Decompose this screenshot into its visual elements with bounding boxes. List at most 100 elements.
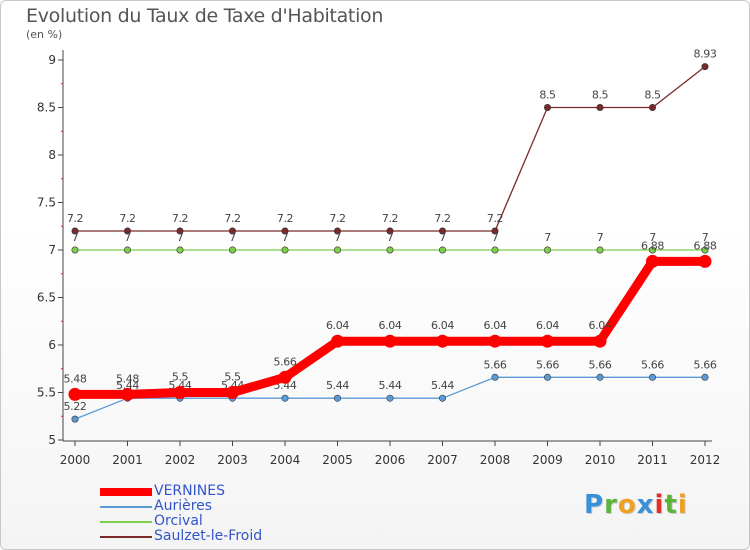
- data-point-auri-res: [543, 373, 551, 381]
- data-label-vernines: 5.48: [64, 372, 87, 385]
- logo-letter: x: [636, 490, 655, 520]
- data-point-orcival: [438, 246, 446, 254]
- data-label-auri-res: 5.66: [641, 358, 664, 371]
- data-point-saulzet-le-froid: [124, 227, 132, 235]
- data-point-saulzet-le-froid: [176, 227, 184, 235]
- data-label-auri-res: 5.44: [116, 379, 139, 392]
- data-point-auri-res: [491, 373, 499, 381]
- data-point-orcival: [71, 246, 79, 254]
- data-point-vernines: [383, 334, 397, 348]
- data-label-orcival: 7: [72, 231, 79, 244]
- data-point-orcival: [596, 246, 604, 254]
- data-point-orcival: [229, 246, 237, 254]
- data-label-saulzet-le-froid: 7.2: [119, 212, 135, 225]
- data-point-orcival: [491, 246, 499, 254]
- data-point-saulzet-le-froid: [596, 104, 604, 112]
- data-label-auri-res: 5.66: [694, 358, 717, 371]
- data-label-saulzet-le-froid: 8.93: [694, 48, 717, 61]
- proxiti-logo: Proxiti: [584, 490, 688, 520]
- x-tick-label: 2005: [322, 453, 353, 467]
- x-tick-label: 2001: [112, 453, 143, 467]
- data-label-saulzet-le-froid: 7.2: [487, 212, 503, 225]
- y-tick-label: 8: [48, 148, 56, 162]
- data-label-auri-res: 5.66: [589, 358, 612, 371]
- data-label-vernines: 6.04: [379, 319, 402, 332]
- y-tick-label: 5: [48, 433, 56, 447]
- data-label-auri-res: 5.66: [484, 358, 507, 371]
- series-line-saulzet-le-froid: [74, 66, 706, 232]
- x-tick-label: 2006: [375, 453, 406, 467]
- data-point-vernines: [593, 334, 607, 348]
- data-label-orcival: 7: [124, 231, 131, 244]
- data-point-vernines: [331, 334, 344, 348]
- logo-letter: t: [664, 490, 678, 520]
- x-tick-label: 2000: [60, 453, 91, 467]
- y-tick-label: 7.5: [37, 196, 56, 210]
- legend-label: VERNINES: [154, 483, 225, 499]
- data-point-orcival: [176, 246, 184, 254]
- legend-label: Aurières: [154, 498, 213, 514]
- data-label-vernines: 6.88: [694, 239, 717, 252]
- data-label-vernines: 5.66: [274, 355, 297, 368]
- data-label-auri-res: 5.44: [379, 379, 402, 392]
- data-point-orcival: [386, 246, 394, 254]
- data-label-orcival: 7: [282, 231, 289, 244]
- x-tick-label: 2008: [480, 453, 511, 467]
- data-point-auri-res: [71, 415, 79, 423]
- y-tick-label: 8.5: [37, 101, 56, 115]
- data-label-vernines: 5.48: [116, 372, 139, 385]
- data-label-orcival: 7: [649, 231, 656, 244]
- data-point-saulzet-le-froid: [701, 63, 709, 71]
- data-point-saulzet-le-froid: [491, 227, 499, 235]
- data-label-orcival: 7: [177, 231, 184, 244]
- data-point-vernines: [698, 254, 712, 268]
- data-point-orcival: [281, 246, 289, 254]
- data-label-vernines: 6.88: [641, 239, 664, 252]
- data-label-auri-res: 5.44: [431, 379, 454, 392]
- data-point-auri-res: [701, 373, 709, 381]
- data-label-auri-res: 5.22: [64, 400, 87, 413]
- logo-letter: i: [677, 490, 688, 520]
- logo-letter: P: [584, 490, 605, 520]
- data-label-saulzet-le-froid: 7.2: [277, 212, 293, 225]
- legend-label: Orcival: [154, 513, 203, 529]
- data-label-saulzet-le-froid: 8.5: [644, 89, 661, 102]
- data-point-vernines: [488, 334, 502, 348]
- data-label-saulzet-le-froid: 8.5: [592, 89, 609, 102]
- data-point-saulzet-le-froid: [438, 227, 446, 235]
- data-point-saulzet-le-froid: [648, 104, 656, 112]
- data-label-saulzet-le-froid: 7.2: [172, 212, 188, 225]
- logo-letter: o: [617, 490, 637, 520]
- y-tick-label: 6.5: [37, 291, 56, 305]
- data-point-auri-res: [386, 394, 394, 402]
- data-point-vernines: [68, 387, 82, 401]
- data-point-auri-res: [648, 373, 656, 381]
- data-label-auri-res: 5.66: [536, 358, 559, 371]
- data-label-orcival: 7: [334, 231, 341, 244]
- data-label-vernines: 6.04: [536, 319, 559, 332]
- data-label-orcival: 7: [702, 231, 709, 244]
- data-point-vernines: [278, 370, 292, 384]
- x-tick-label: 2009: [532, 453, 563, 467]
- data-label-orcival: 7: [544, 231, 551, 244]
- data-point-vernines: [541, 334, 554, 348]
- data-point-vernines: [121, 387, 134, 401]
- data-point-saulzet-le-froid: [71, 227, 79, 235]
- data-point-vernines: [226, 386, 239, 399]
- x-tick-label: 2007: [427, 453, 458, 467]
- data-label-vernines: 6.04: [589, 319, 612, 332]
- x-tick-label: 2004: [270, 453, 301, 467]
- data-label-vernines: 6.04: [326, 319, 349, 332]
- data-label-saulzet-le-froid: 8.5: [539, 89, 556, 102]
- logo-letter: i: [654, 490, 665, 520]
- data-label-saulzet-le-froid: 7.2: [224, 212, 240, 225]
- data-point-saulzet-le-froid: [229, 227, 237, 235]
- data-label-orcival: 7: [387, 231, 394, 244]
- chart-title: Evolution du Taux de Taxe d'Habitation: [26, 5, 384, 27]
- data-point-orcival: [333, 246, 341, 254]
- x-tick-label: 2011: [637, 453, 668, 467]
- x-tick-label: 2012: [690, 453, 721, 467]
- x-tick-label: 2010: [585, 453, 616, 467]
- data-label-vernines: 6.04: [484, 319, 507, 332]
